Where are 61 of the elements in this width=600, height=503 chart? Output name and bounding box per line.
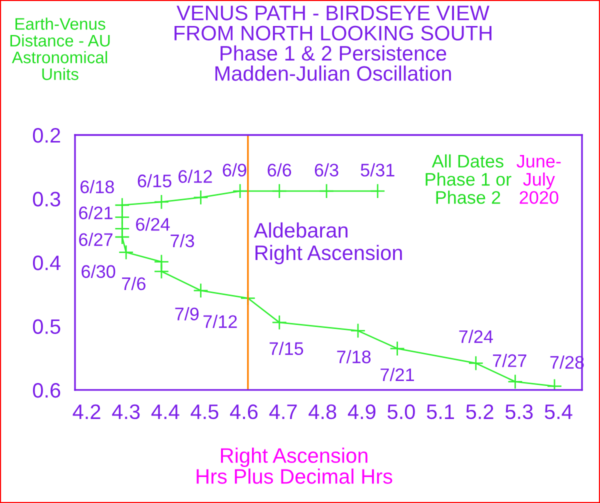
x-tick-label: 4.4 bbox=[151, 404, 180, 419]
x-tick-label: 4.2 bbox=[72, 404, 100, 419]
point bbox=[318, 183, 334, 199]
point bbox=[272, 183, 288, 199]
annotation: 6/3 bbox=[314, 163, 338, 176]
ref-line-label: Aldebaran Right Ascension bbox=[254, 222, 402, 264]
annotation: June- July 2020 bbox=[516, 155, 561, 204]
annotation: 6/18 bbox=[80, 180, 114, 194]
x-axis-title: Right Ascension Hrs Plus Decimal Hrs bbox=[196, 448, 392, 484]
x-tick-label: 4.9 bbox=[348, 404, 376, 420]
point bbox=[232, 183, 248, 199]
annotation: 6/30 bbox=[82, 264, 116, 278]
y-axis-title: Earth-Venus Distance - AU Astronomical Units bbox=[10, 18, 110, 80]
annotation: 7/21 bbox=[380, 368, 414, 382]
point bbox=[118, 244, 134, 260]
point bbox=[370, 183, 386, 199]
x-tick-label: 5.2 bbox=[466, 404, 494, 420]
annotation: 7/12 bbox=[204, 314, 237, 328]
x-tick-label: 5.3 bbox=[505, 404, 533, 420]
point bbox=[114, 229, 130, 245]
annotation: 6/12 bbox=[178, 170, 212, 183]
annotation: 7/6 bbox=[122, 276, 146, 290]
annotation: All Dates Phase 1 or Phase 2 bbox=[426, 154, 512, 204]
annotation: 7/15 bbox=[270, 342, 304, 356]
point bbox=[350, 323, 366, 338]
annotation: 7/3 bbox=[170, 234, 194, 248]
annotation: 7/27 bbox=[492, 354, 526, 368]
point bbox=[114, 197, 130, 213]
x-tick-label: 5.4 bbox=[544, 404, 572, 420]
annotation: 6/24 bbox=[136, 218, 170, 231]
x-tick-label: 4.5 bbox=[190, 404, 218, 420]
annotation: 6/15 bbox=[138, 174, 172, 188]
x-tick-label: 4.3 bbox=[112, 404, 140, 420]
chart-title: VENUS PATH - BIRDSEYE VIEW FROM NORTH LOOKING SOUTH Phase 1 & 2 Persistence Madden-Julian Oscillation bbox=[174, 6, 492, 81]
point bbox=[508, 374, 523, 390]
point bbox=[114, 210, 130, 225]
x-tick-label: 5.0 bbox=[388, 404, 415, 420]
point bbox=[193, 190, 208, 206]
annotation: 6/6 bbox=[268, 163, 292, 176]
point bbox=[193, 282, 208, 298]
point bbox=[390, 340, 405, 356]
point bbox=[154, 264, 170, 280]
y-tick-label: 0.4 bbox=[32, 255, 61, 270]
annotation: 6/21 bbox=[79, 206, 112, 220]
x-tick-label: 4.8 bbox=[308, 404, 336, 420]
x-tick-label: 4.7 bbox=[269, 404, 297, 419]
point bbox=[468, 356, 484, 371]
annotation: 5/31 bbox=[360, 163, 394, 176]
y-tick-label: 0.2 bbox=[32, 128, 60, 143]
y-tick-label: 0.3 bbox=[32, 192, 60, 206]
point bbox=[154, 194, 170, 210]
y-tick-label: 0.5 bbox=[32, 319, 60, 334]
y-tick-label: 0.6 bbox=[32, 382, 60, 398]
point bbox=[272, 314, 288, 330]
annotation: 7/9 bbox=[175, 307, 199, 320]
x-tick-label: 5.1 bbox=[426, 404, 454, 420]
x-tick-label: 4.6 bbox=[230, 404, 258, 420]
annotation: 7/24 bbox=[459, 330, 493, 344]
annotation: 7/18 bbox=[337, 350, 371, 364]
annotation: 6/27 bbox=[79, 232, 112, 246]
annotation: 6/9 bbox=[222, 163, 246, 176]
